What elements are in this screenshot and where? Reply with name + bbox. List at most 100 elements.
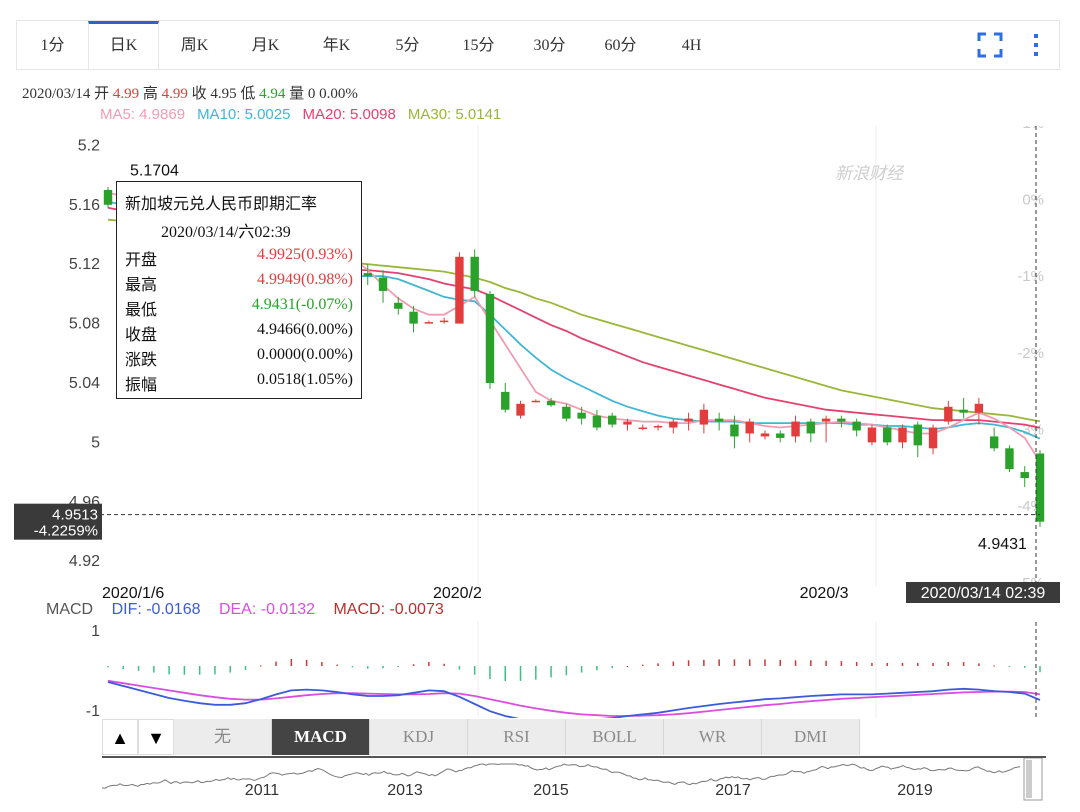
more-vertical-icon[interactable] (1023, 31, 1049, 59)
candle-body[interactable] (913, 424, 922, 446)
tab-4[interactable]: 年K (322, 37, 351, 54)
navigator-handle-grip[interactable] (1026, 760, 1032, 798)
tab-5[interactable]: 5分 (395, 37, 420, 54)
percent-tick-label: -2% (1017, 345, 1044, 362)
candle-body[interactable] (1020, 472, 1029, 479)
candle-body[interactable] (1005, 448, 1014, 470)
candle-body[interactable] (424, 322, 434, 324)
macd-histogram-bar (428, 662, 430, 666)
candle-body[interactable] (607, 415, 617, 425)
tab-9[interactable]: 4H (681, 37, 702, 54)
macd-chart: 1 -1 (86, 622, 1041, 718)
volume-label: 量 (289, 86, 305, 102)
candle-body[interactable] (485, 293, 495, 383)
indicator-tab-2[interactable]: KDJ (370, 719, 468, 755)
macd-histogram-bar (107, 666, 109, 668)
candle-body[interactable] (378, 277, 388, 291)
tab-3[interactable]: 月K (251, 37, 280, 54)
candle-body[interactable] (806, 421, 816, 434)
tab-2[interactable]: 周K (180, 37, 209, 54)
candle-body[interactable] (684, 418, 693, 422)
candle-body[interactable] (730, 424, 739, 437)
candle-body[interactable] (959, 409, 968, 413)
navigator-sparkline[interactable]: 2011 2013 2015 2017 2019 (101, 757, 1046, 802)
candle-body[interactable] (501, 391, 510, 410)
candle-body[interactable] (776, 433, 785, 438)
tab-0[interactable]: 1分 (40, 37, 65, 54)
candle-body[interactable] (883, 427, 892, 443)
candle-body[interactable] (745, 421, 754, 434)
candle-body[interactable] (546, 400, 556, 406)
macd-histogram-bar (244, 666, 247, 670)
candle-body[interactable] (852, 421, 861, 431)
max-price-annotation: 5.1704 (130, 162, 179, 179)
open-label: 开 (94, 86, 110, 102)
scroll-down-button[interactable]: ▼ (138, 719, 174, 755)
candle-body[interactable] (974, 403, 984, 413)
indicator-tab-5[interactable]: WR (664, 719, 762, 755)
x-axis-label: 2020/3 (800, 585, 849, 602)
macd-histogram-bar (550, 666, 552, 678)
macd-histogram-bar (214, 666, 216, 675)
candle-body[interactable] (714, 418, 724, 422)
candle-body[interactable] (653, 426, 663, 428)
y-tick-label: 5.04 (69, 375, 100, 392)
candle-body[interactable] (470, 256, 479, 291)
candle-body[interactable] (577, 412, 586, 419)
indicator-tab-6[interactable]: DMI (762, 719, 860, 755)
macd-histogram-bar (611, 666, 613, 669)
candle-body[interactable] (1035, 453, 1045, 522)
y-tick-label: 5.08 (69, 316, 100, 333)
candle-body[interactable] (623, 421, 632, 425)
tab-7[interactable]: 30分 (533, 37, 566, 54)
candle-body[interactable] (989, 436, 999, 449)
candle-body[interactable] (837, 418, 846, 422)
candle-body[interactable] (791, 421, 800, 437)
candle-body[interactable] (455, 256, 464, 324)
candle-body[interactable] (562, 406, 571, 419)
macd-histogram-bar (932, 662, 934, 666)
period-tab-bar: 1分 日K 周K 月K 年K 5分 15分 30分 60分 4H (16, 20, 1060, 70)
candle-body[interactable] (944, 406, 953, 422)
close-value: 4.95 (210, 86, 237, 102)
candle-body[interactable] (363, 273, 372, 277)
navigator-year-label: 2019 (897, 782, 933, 799)
candle-body[interactable] (409, 311, 418, 324)
candle-body[interactable] (821, 418, 831, 422)
y-tick-label: 5.2 (78, 137, 100, 154)
scroll-up-button[interactable]: ▲ (102, 719, 138, 755)
indicator-tab-3[interactable]: RSI (468, 719, 566, 755)
indicator-tab-0[interactable]: 无 (174, 719, 272, 755)
candle-body[interactable] (394, 302, 403, 309)
dif-line (107, 681, 1041, 718)
candle-body[interactable] (669, 421, 678, 428)
indicator-tab-1[interactable]: MACD (272, 719, 370, 755)
macd-histogram-bar (855, 662, 858, 666)
candle-body[interactable] (898, 427, 907, 443)
percent-tick-label: 0% (1022, 191, 1044, 208)
candle-body[interactable] (531, 400, 541, 403)
candle-body[interactable] (103, 189, 113, 205)
indicator-tab-4[interactable]: BOLL (566, 719, 664, 755)
tab-8[interactable]: 60分 (604, 37, 637, 54)
tooltip-time: 2020/03/14/六02:39 (161, 224, 291, 241)
min-price-annotation: 4.9431 (978, 536, 1027, 553)
candlestick-chart[interactable]: 5.25.165.125.085.0454.964.921%0%-1%-2%-3… (0, 126, 1080, 606)
candle-body[interactable] (516, 403, 525, 416)
tab-6[interactable]: 15分 (462, 37, 495, 54)
candle-body[interactable] (638, 427, 647, 430)
macd-histogram-bar (779, 659, 782, 666)
ma-legend-item: MA20: 5.0098 (302, 106, 396, 123)
candle-body[interactable] (699, 409, 709, 425)
candle-body[interactable] (439, 320, 449, 323)
fullscreen-icon[interactable] (977, 31, 1003, 59)
tab-1[interactable]: 日K (88, 21, 159, 69)
crosshair-percent: -4.2259% (34, 523, 98, 540)
time-navigator[interactable]: 2011 2013 2015 2017 2019 (101, 756, 1046, 802)
candle-body[interactable] (592, 415, 602, 428)
macd-histogram-bar (1039, 666, 1041, 673)
candle-body[interactable] (867, 427, 877, 443)
candle-body[interactable] (760, 433, 770, 437)
macd-histogram-bar (871, 662, 873, 666)
candle-body[interactable] (928, 427, 938, 449)
